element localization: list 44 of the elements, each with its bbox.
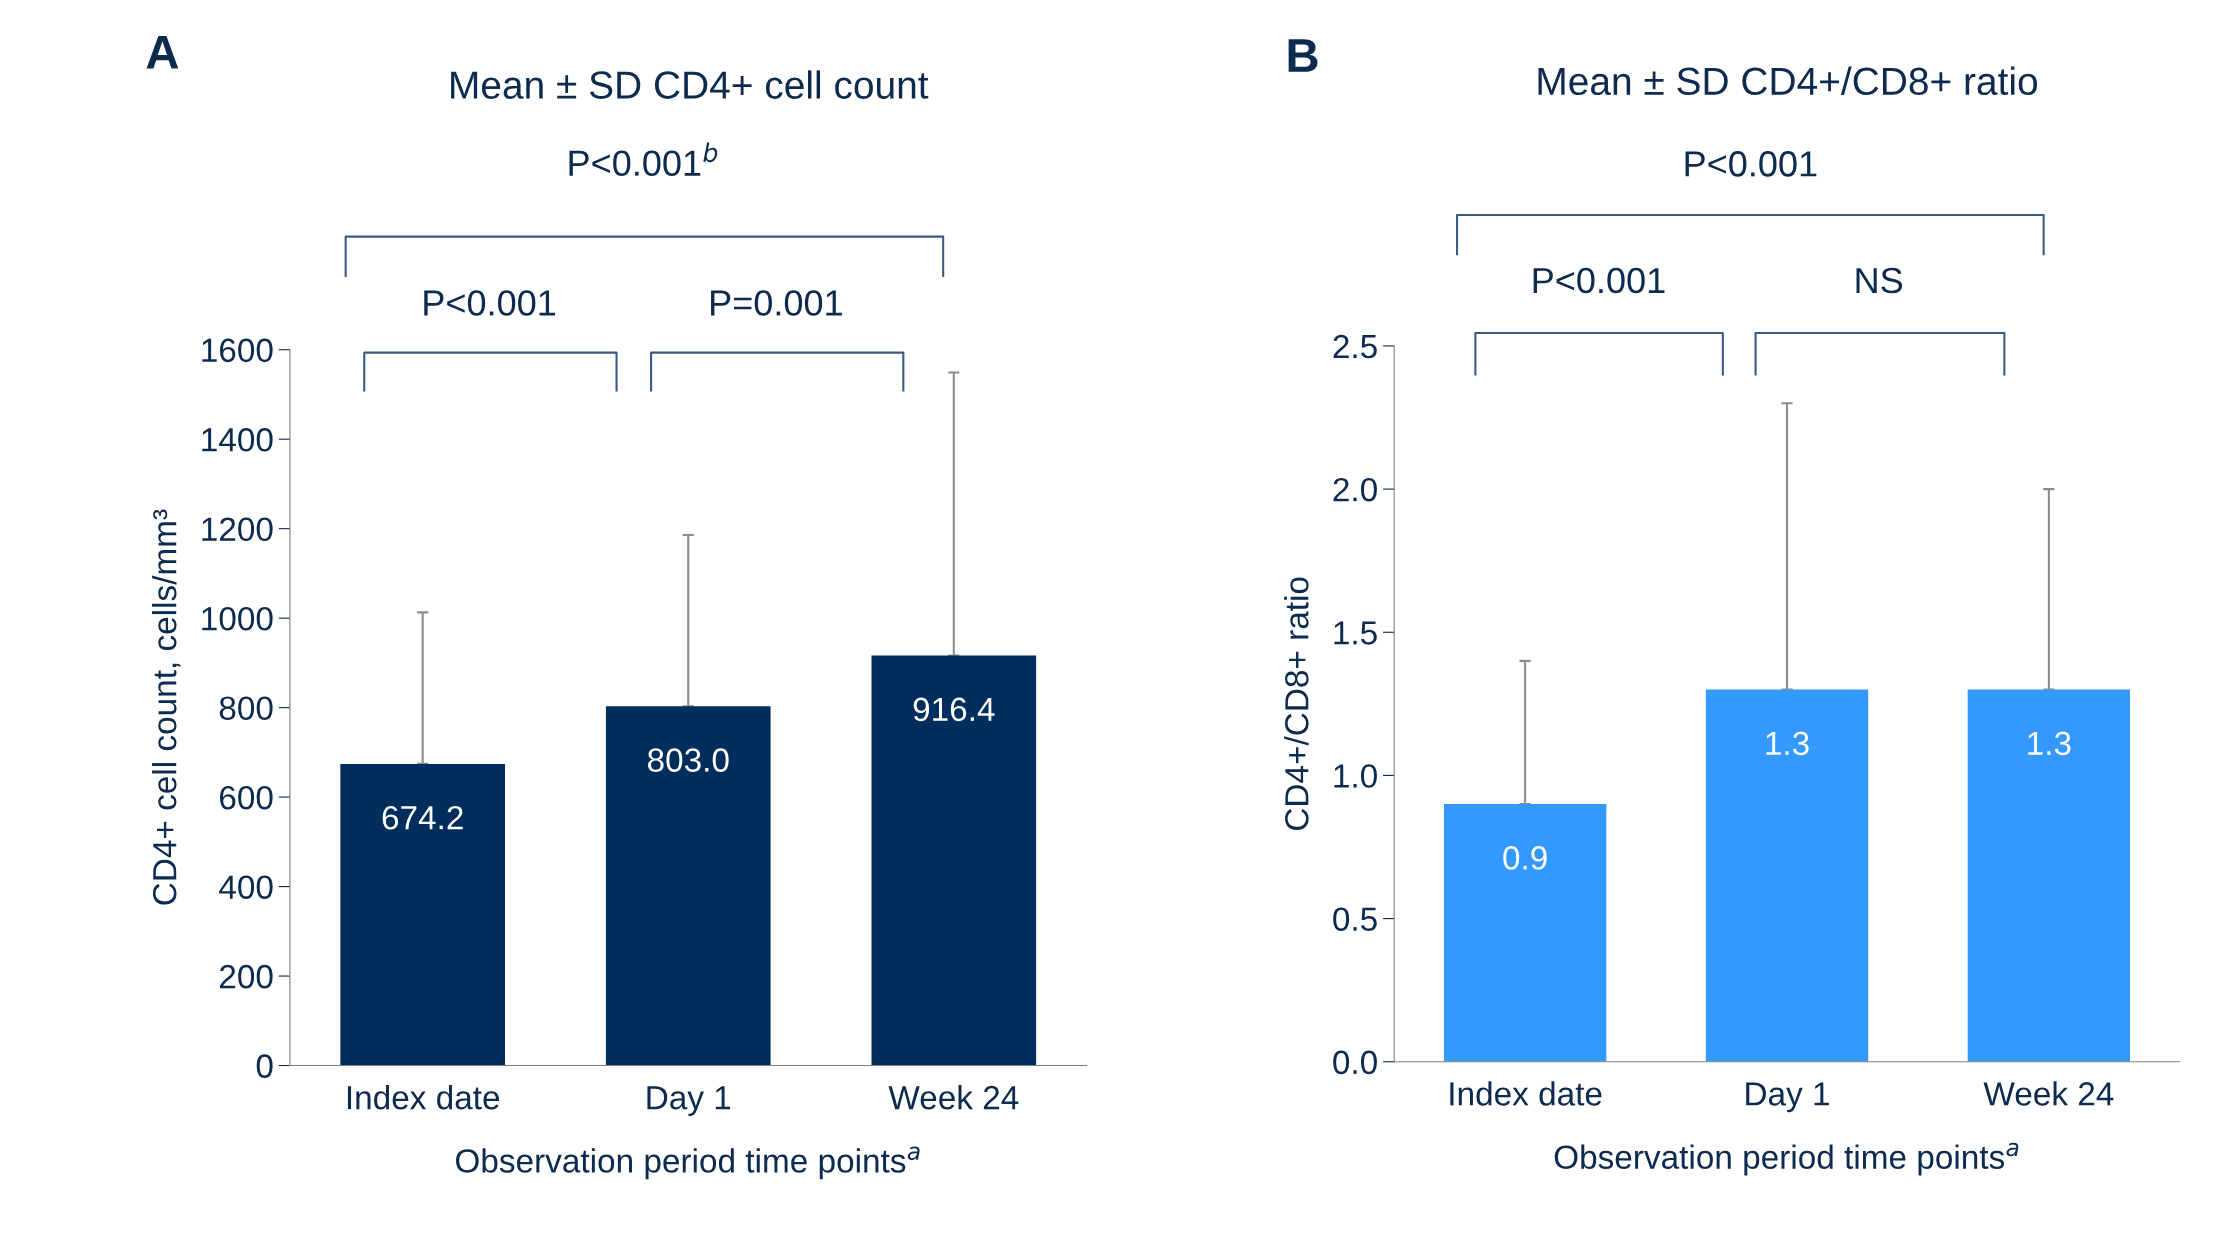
text: P<0.001 [1533, 267, 1665, 294]
y-tick-label: 2.5 [1333, 334, 1377, 359]
y-tick-label: 400 [219, 875, 273, 899]
text: A [146, 35, 179, 69]
text: P<0.001 [1685, 151, 1817, 177]
text: P<0.001$^{b}$ [569, 142, 718, 176]
x-tick-label: Week 24 [1983, 1081, 2114, 1106]
data-label: 1.3 [1766, 731, 1809, 756]
y-tick-label: 2.0 [1333, 477, 1377, 502]
y-tick-label: 0.0 [1333, 1050, 1377, 1075]
text: P<0.001 [424, 290, 556, 316]
chart-title: Mean ± SD CD4+ cell count [451, 70, 929, 99]
y-tick-label: 1000 [202, 606, 273, 631]
y-tick-label: 200 [220, 964, 273, 989]
y-tick-label: 800 [219, 696, 273, 721]
data-label: 1.3 [2028, 731, 2071, 756]
y-tick-label: 600 [220, 785, 273, 810]
bar [871, 655, 1037, 1066]
x-tick-label: Index date [1450, 1081, 1602, 1106]
text: B [1288, 39, 1318, 72]
data-label: 0.9 [1503, 846, 1547, 870]
text: NS [1856, 267, 1903, 294]
x-tick-label: Day 1 [647, 1086, 731, 1117]
x-axis-title: Observation period time points$^{a}$ [455, 1146, 920, 1180]
y-tick-label: 1.5 [1334, 621, 1377, 645]
y-tick-label: 0 [256, 1054, 273, 1078]
y-tick-label: 1200 [202, 517, 273, 542]
x-tick-label: Day 1 [1746, 1082, 1829, 1113]
data-label: 916.4 [913, 697, 995, 722]
data-label: 803.0 [647, 748, 729, 772]
y-tick-label: 1.0 [1334, 764, 1377, 788]
y-tick-label: 1600 [202, 338, 273, 363]
y-tick-label: 0.5 [1333, 907, 1377, 931]
x-tick-label: Week 24 [888, 1084, 1019, 1110]
x-tick-label: Index date [347, 1084, 500, 1110]
chart-title: Mean ± SD CD4+/CD8+ ratio [1538, 66, 2038, 96]
data-label: 674.2 [382, 805, 463, 830]
y-axis-title: CD4+ cell count, cells/mm³ [152, 509, 181, 905]
bar [340, 763, 506, 1066]
text: P=0.001 [711, 290, 842, 316]
y-axis-title: CD4+/CD8+ ratio [1284, 577, 1309, 830]
bar [605, 706, 771, 1066]
y-tick-label: 1400 [202, 428, 273, 452]
x-axis-title: Observation period time points$^{a}$ [1554, 1142, 2019, 1176]
